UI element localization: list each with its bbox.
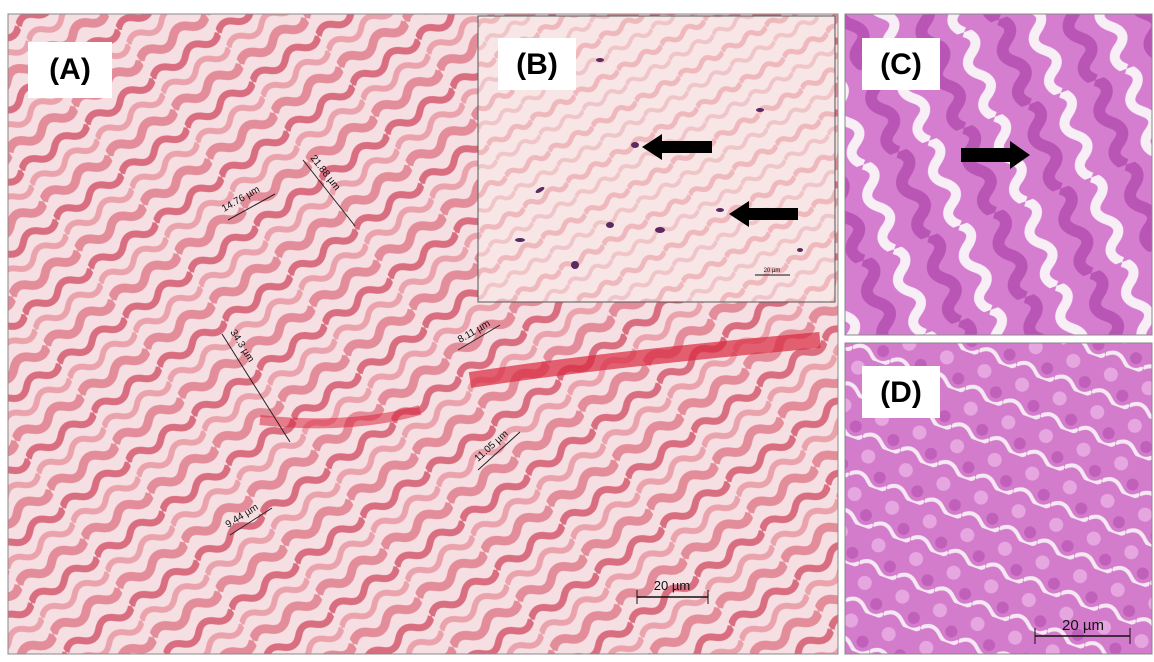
panel-label: (A) <box>49 53 91 86</box>
figure: (A) 14.76 µm 21.88 µm 34.3 µm 8.11 µm 11… <box>0 0 1154 662</box>
panel-label: (C) <box>880 48 922 81</box>
panel-label: (B) <box>516 48 558 81</box>
scale-label: 20 µm <box>1062 617 1104 634</box>
panel-label: (D) <box>880 376 922 409</box>
scale-label: 20 µm <box>654 578 690 593</box>
scale-label: 20 µm <box>764 268 781 274</box>
